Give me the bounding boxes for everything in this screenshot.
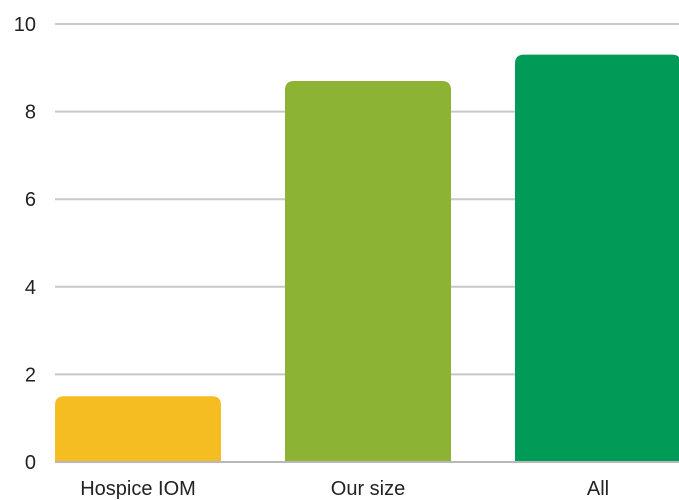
x-axis-category-labels: Hospice IOM Our size All (80, 478, 609, 500)
y-axis-tick-labels: 0 2 4 6 8 10 (14, 14, 36, 474)
bar-all (515, 54, 679, 462)
y-tick-label: 6 (25, 189, 36, 211)
y-tick-label: 0 (25, 452, 36, 474)
bar-hospice-iom (55, 396, 221, 462)
y-tick-label: 2 (25, 364, 36, 386)
bars (55, 54, 679, 462)
x-category-label: Our size (331, 478, 405, 500)
x-category-label: All (587, 478, 609, 500)
y-tick-label: 4 (25, 277, 36, 299)
y-tick-label: 10 (14, 14, 36, 36)
bar-our-size (285, 80, 451, 462)
y-tick-label: 8 (25, 102, 36, 124)
x-category-label: Hospice IOM (80, 478, 196, 500)
